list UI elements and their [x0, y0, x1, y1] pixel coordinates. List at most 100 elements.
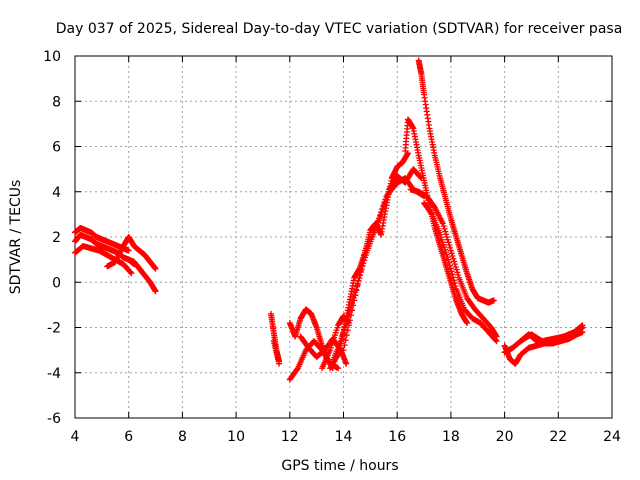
data-point — [373, 221, 380, 228]
data-point — [348, 312, 355, 319]
data-point — [451, 258, 458, 265]
grid-lines — [75, 56, 612, 418]
data-point — [346, 317, 353, 324]
data-point — [493, 338, 500, 345]
data-point — [381, 199, 388, 206]
x-tick-label: 4 — [71, 429, 80, 445]
data-point — [446, 259, 453, 266]
data-point — [442, 228, 449, 235]
data-point — [360, 252, 367, 259]
data-point — [439, 220, 446, 227]
data-point — [127, 269, 134, 276]
data-point — [448, 250, 455, 257]
data-point — [450, 274, 457, 281]
y-tick-label: 0 — [52, 275, 61, 291]
x-tick-label: 18 — [442, 429, 460, 445]
data-point — [447, 244, 454, 251]
series-arc-peak-c — [407, 186, 500, 340]
series-arc-peak-b — [415, 57, 497, 306]
y-tick-label: -6 — [47, 411, 61, 427]
data-point — [441, 225, 448, 232]
data-point — [443, 231, 450, 238]
data-point — [357, 267, 364, 274]
y-tick-label: -4 — [47, 366, 61, 382]
data-point — [450, 277, 457, 284]
data-point — [443, 234, 450, 240]
data-point — [352, 292, 359, 299]
series-arc-morning-a — [72, 224, 132, 254]
data-point — [492, 337, 499, 344]
data-point — [343, 319, 350, 326]
data-point — [448, 268, 455, 275]
data-point — [428, 210, 435, 217]
y-tick-label: 6 — [52, 140, 61, 156]
series-arc-morning-c — [72, 243, 135, 277]
data-point — [446, 242, 453, 249]
series-arc-rise-c — [340, 175, 428, 354]
data-point — [344, 316, 351, 323]
data-point — [350, 302, 357, 309]
series-arc-morning-d — [104, 234, 159, 272]
data-point — [440, 223, 447, 230]
x-tick-label: 8 — [178, 429, 187, 445]
y-axis-label: SDTVAR / TECUs — [8, 180, 24, 295]
data-point — [377, 212, 384, 219]
x-tick-label: 6 — [124, 429, 133, 445]
data-point — [359, 263, 366, 270]
data-point — [375, 215, 382, 222]
data-point — [351, 297, 358, 304]
data-point — [452, 263, 459, 270]
data-point — [125, 247, 132, 254]
data-point — [379, 205, 386, 212]
y-tick-label: 8 — [52, 94, 61, 110]
y-tick-label: 10 — [43, 49, 61, 65]
data-point — [343, 332, 350, 339]
data-point — [464, 319, 471, 326]
data-point — [344, 327, 351, 334]
series-arc-peak-d — [421, 200, 500, 345]
y-tick-label: 2 — [52, 230, 61, 246]
data-point — [445, 239, 452, 246]
x-tick-label: 16 — [388, 429, 406, 445]
data-point — [340, 329, 347, 336]
data-point — [446, 262, 453, 269]
data-point — [353, 287, 360, 294]
data-point — [490, 297, 497, 304]
data-points — [72, 57, 586, 383]
x-tick-label: 24 — [603, 429, 621, 445]
data-point — [382, 196, 389, 203]
data-point — [337, 338, 344, 345]
data-point — [451, 280, 458, 287]
data-point — [343, 360, 350, 367]
data-point — [450, 255, 457, 262]
data-point — [455, 272, 462, 279]
series-arc-noon-b — [270, 338, 283, 367]
data-point — [355, 277, 362, 284]
data-point — [359, 257, 366, 264]
data-point — [341, 324, 348, 331]
data-point — [374, 218, 381, 225]
series-arc-morning-e — [125, 256, 159, 295]
data-point — [340, 347, 347, 354]
data-point — [378, 209, 385, 216]
data-point — [451, 261, 458, 268]
x-tick-label: 20 — [496, 429, 514, 445]
data-point — [276, 360, 283, 367]
x-tick-label: 22 — [549, 429, 567, 445]
data-point — [349, 307, 356, 314]
data-point — [338, 335, 345, 342]
data-point — [128, 270, 135, 277]
series-arc-noon-e — [297, 333, 350, 367]
data-point — [452, 283, 459, 290]
data-point — [152, 265, 159, 272]
data-point — [358, 262, 365, 269]
x-axis-label: GPS time / hours — [281, 458, 398, 474]
series-arc-peak-a — [402, 116, 471, 326]
data-point — [152, 288, 159, 295]
series-arc-evening-c — [517, 322, 586, 345]
data-point — [335, 365, 342, 372]
data-point — [579, 322, 586, 329]
data-point — [445, 256, 452, 263]
x-tick-label: 12 — [281, 429, 299, 445]
